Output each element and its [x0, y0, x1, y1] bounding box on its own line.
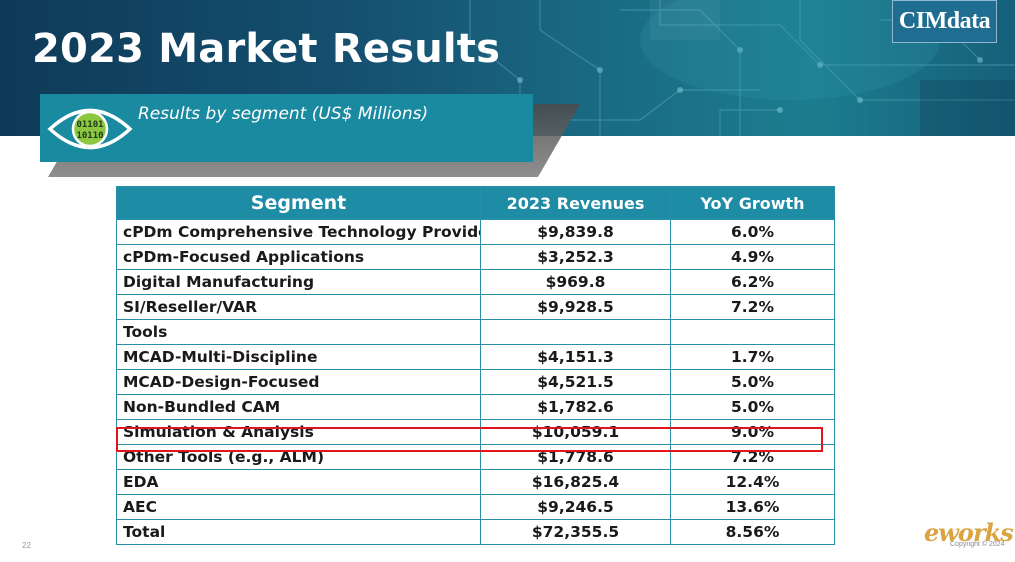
growth-cell — [670, 319, 835, 345]
svg-text:10110: 10110 — [76, 131, 103, 141]
revenue-cell: $9,928.5 — [480, 294, 671, 320]
table-row: AEC $9,246.5 13.6% — [116, 494, 835, 520]
revenue-cell: $969.8 — [480, 269, 671, 295]
column-header-growth: YoY Growth — [670, 186, 835, 220]
circuit-background — [469, 0, 1015, 136]
segment-cell: MCAD-Multi-Discipline — [116, 344, 481, 370]
growth-cell: 7.2% — [670, 444, 835, 470]
highlight-box — [116, 427, 823, 452]
revenue-cell: $72,355.5 — [480, 519, 671, 545]
segment-cell: cPDm Comprehensive Technology Providers — [116, 219, 481, 245]
segment-cell: AEC — [116, 494, 481, 520]
table-row: Tools — [116, 319, 835, 345]
revenue-cell — [480, 319, 671, 345]
revenue-cell: $1,782.6 — [480, 394, 671, 420]
revenue-cell: $4,151.3 — [480, 344, 671, 370]
segment-cell: Non-Bundled CAM — [116, 394, 481, 420]
growth-cell: 6.0% — [670, 219, 835, 245]
logo-text: CIMdata — [898, 8, 991, 34]
watermark-copyright: Copyright © 2024 — [950, 541, 1005, 548]
table-row-total: Total $72,355.5 8.56% — [116, 519, 835, 545]
growth-cell: 4.9% — [670, 244, 835, 270]
segment-cell: Total — [116, 519, 481, 545]
column-header-segment: Segment — [116, 186, 481, 220]
segment-cell: cPDm-Focused Applications — [116, 244, 481, 270]
column-header-revenues: 2023 Revenues — [480, 186, 671, 220]
table-header-row: Segment 2023 Revenues YoY Growth — [116, 186, 835, 220]
cimdata-logo: CIMdata — [892, 0, 997, 43]
watermark-brand: eworks — [924, 518, 1014, 547]
subtitle: Results by segment (US$ Millions) — [138, 104, 429, 124]
segment-cell: MCAD-Design-Focused — [116, 369, 481, 395]
eye-binary-icon: 01101 10110 — [47, 108, 133, 150]
page-title: 2023 Market Results — [32, 26, 501, 72]
svg-text:01101: 01101 — [76, 120, 103, 130]
table-row: MCAD-Design-Focused $4,521.5 5.0% — [116, 369, 835, 395]
revenue-cell: $4,521.5 — [480, 369, 671, 395]
table-row: SI/Reseller/VAR $9,928.5 7.2% — [116, 294, 835, 320]
revenue-cell: $9,839.8 — [480, 219, 671, 245]
growth-cell: 13.6% — [670, 494, 835, 520]
results-table: Segment 2023 Revenues YoY Growth cPDm Co… — [116, 186, 835, 545]
growth-cell: 1.7% — [670, 344, 835, 370]
subtitle-box: 01101 10110 Results by segment (US$ Mill… — [40, 94, 533, 162]
table-row: MCAD-Multi-Discipline $4,151.3 1.7% — [116, 344, 835, 370]
growth-cell: 7.2% — [670, 294, 835, 320]
revenue-cell: $9,246.5 — [480, 494, 671, 520]
growth-cell: 12.4% — [670, 469, 835, 495]
table-row: cPDm-Focused Applications $3,252.3 4.9% — [116, 244, 835, 270]
segment-cell: SI/Reseller/VAR — [116, 294, 481, 320]
growth-cell: 6.2% — [670, 269, 835, 295]
segment-cell: Tools — [116, 319, 481, 345]
eworks-watermark: eworks Copyright © 2024 — [920, 518, 1014, 558]
growth-cell: 8.56% — [670, 519, 835, 545]
table-row: cPDm Comprehensive Technology Providers … — [116, 219, 835, 245]
table-row: Non-Bundled CAM $1,782.6 5.0% — [116, 394, 835, 420]
segment-cell: Digital Manufacturing — [116, 269, 481, 295]
revenue-cell: $3,252.3 — [480, 244, 671, 270]
growth-cell: 5.0% — [670, 369, 835, 395]
segment-cell: EDA — [116, 469, 481, 495]
growth-cell: 5.0% — [670, 394, 835, 420]
growth-cell: 9.0% — [670, 419, 835, 445]
revenue-cell: $16,825.4 — [480, 469, 671, 495]
page-number: 22 — [22, 541, 31, 550]
table-row: EDA $16,825.4 12.4% — [116, 469, 835, 495]
table-row: Digital Manufacturing $969.8 6.2% — [116, 269, 835, 295]
